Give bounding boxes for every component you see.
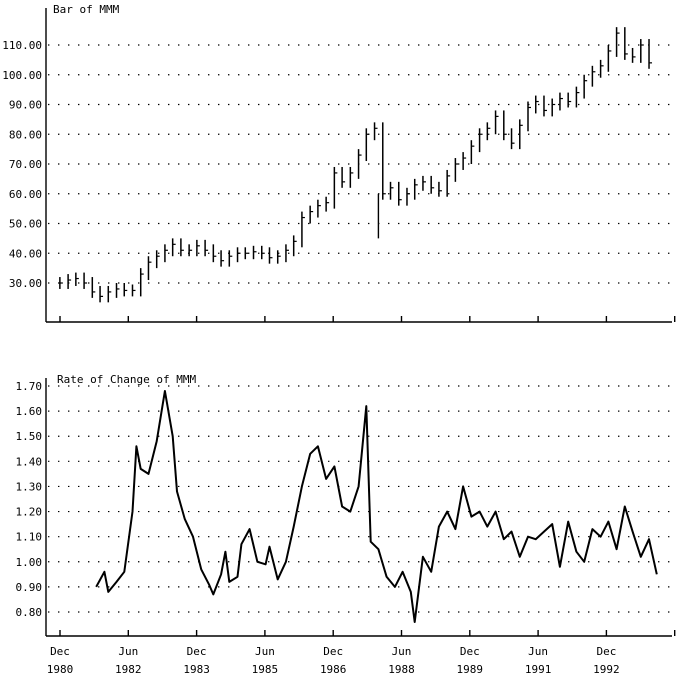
bottom-gridlines: [48, 385, 676, 636]
bottom-y-tick-label: 0.90: [16, 581, 43, 594]
x-tick-month: Dec: [187, 645, 207, 658]
top-x-ticks: [59, 316, 676, 322]
top-y-tick-label: 40.00: [9, 247, 42, 260]
top-y-tick-label: 30.00: [9, 277, 42, 290]
x-tick-month: Jun: [255, 645, 275, 658]
bottom-y-tick-label: 1.70: [16, 380, 43, 393]
x-tick-month: Jun: [528, 645, 548, 658]
x-tick-month: Dec: [50, 645, 70, 658]
x-tick-year: 1988: [388, 663, 415, 676]
top-price-bars: [59, 27, 653, 303]
top-y-tick-label: 110.00: [2, 39, 42, 52]
x-tick-month: Dec: [460, 645, 480, 658]
bottom-y-tick-label: 1.20: [16, 506, 43, 519]
bottom-x-tick-labels: Dec 1980 Jun 1982 Dec 1983 Jun 1985 Dec 1986 Jun 19…: [47, 645, 620, 676]
rate-of-change-line: [95, 390, 658, 623]
x-tick-year: 1983: [183, 663, 210, 676]
bottom-y-tick-label: 1.30: [16, 480, 43, 493]
top-y-tick-label: 90.00: [9, 99, 42, 112]
bottom-y-tick-label: 1.00: [16, 556, 43, 569]
top-chart-title: Bar of MMM: [53, 3, 120, 16]
x-tick-year: 1986: [320, 663, 347, 676]
bottom-y-tick-labels: 0.80 0.90 1.00 1.10 1.20 1.30 1.40 1.50 1.60 1.70: [16, 380, 43, 619]
x-tick-year: 1992: [593, 663, 620, 676]
top-y-tick-label: 60.00: [9, 188, 42, 201]
x-tick-month: Dec: [596, 645, 616, 658]
bottom-y-tick-label: 0.80: [16, 606, 43, 619]
top-y-tick-label: 50.00: [9, 218, 42, 231]
top-y-tick-label: 80.00: [9, 128, 42, 141]
x-tick-month: Jun: [118, 645, 138, 658]
top-y-tick-labels: 30.00 40.00 50.00 60.00 70.00 80.00 90.00 100.0…: [2, 39, 42, 290]
x-tick-year: 1980: [47, 663, 74, 676]
bottom-roc-line: [95, 390, 658, 623]
x-tick-year: 1989: [457, 663, 484, 676]
top-y-tick-label: 70.00: [9, 158, 42, 171]
bottom-y-tick-label: 1.40: [16, 455, 43, 468]
bottom-chart-title: Rate of Change of MMM: [57, 373, 196, 386]
bar-chart-panel: Bar of MMM 30.00 40.00 50.00 60.00 70.00 80.0…: [2, 3, 676, 323]
bottom-y-tick-label: 1.50: [16, 430, 43, 443]
rate-of-change-panel: Rate of Change of MMM 0.80 0.90 1.00 1.10 1.…: [16, 373, 676, 676]
bottom-y-tick-label: 1.60: [16, 405, 43, 418]
top-y-tick-label: 100.00: [2, 69, 42, 82]
x-tick-year: 1991: [525, 663, 552, 676]
x-tick-year: 1985: [252, 663, 279, 676]
x-tick-month: Dec: [323, 645, 343, 658]
bottom-y-tick-label: 1.10: [16, 531, 43, 544]
x-tick-month: Jun: [392, 645, 412, 658]
x-tick-year: 1982: [115, 663, 142, 676]
